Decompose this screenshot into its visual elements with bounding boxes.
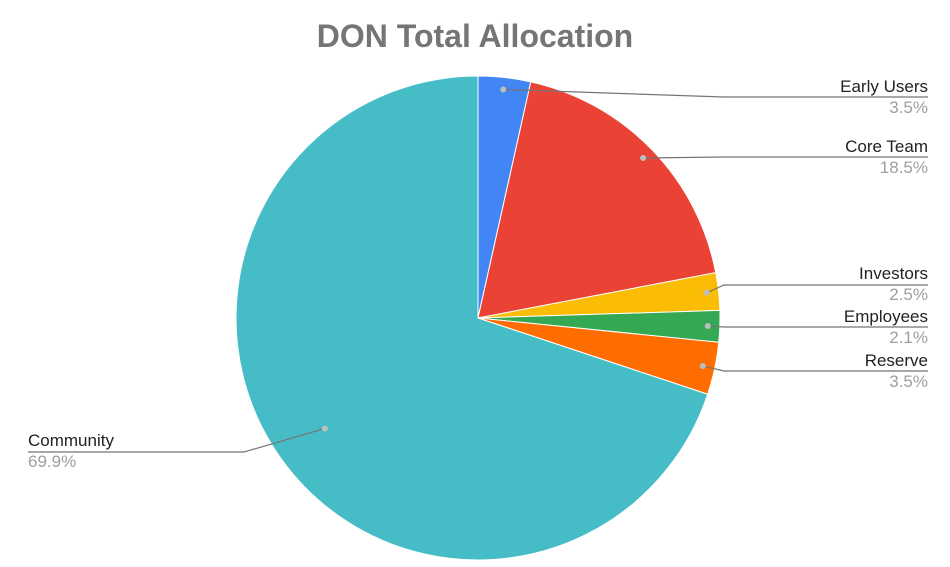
slice-percent: 2.5% xyxy=(889,285,928,304)
pie-slices xyxy=(235,75,721,561)
pie-slice-community xyxy=(235,75,709,561)
leader-dot xyxy=(640,155,647,162)
leader-lines xyxy=(28,86,928,453)
slice-labels: Early Users 3.5% Core Team 18.5% Investors 2.… xyxy=(28,77,928,471)
leader-dot xyxy=(699,363,706,370)
slice-label: Investors xyxy=(859,264,928,283)
slice-label: Early Users xyxy=(840,77,928,96)
slice-percent: 3.5% xyxy=(889,372,928,391)
slice-label: Community xyxy=(28,431,114,450)
leader-line-community xyxy=(28,427,326,453)
slice-percent: 2.1% xyxy=(889,328,928,347)
slice-label: Reserve xyxy=(865,351,928,370)
leader-dot xyxy=(321,425,328,432)
slice-label: Core Team xyxy=(845,137,928,156)
leader-line-employees xyxy=(707,325,928,328)
slice-label: Employees xyxy=(844,307,928,326)
leader-line-core-team xyxy=(643,156,928,159)
slice-percent: 18.5% xyxy=(880,158,928,177)
leader-dot xyxy=(704,322,711,329)
slice-percent: 69.9% xyxy=(28,452,76,471)
leader-line-reserve xyxy=(702,365,928,372)
leader-line-early-users xyxy=(503,88,928,98)
leader-line-investors xyxy=(706,284,928,294)
slice-percent: 3.5% xyxy=(889,98,928,117)
leader-dot xyxy=(500,86,507,93)
leader-dot xyxy=(703,289,710,296)
chart-title: DON Total Allocation xyxy=(316,18,634,54)
pie-slice-core-team xyxy=(477,81,717,319)
